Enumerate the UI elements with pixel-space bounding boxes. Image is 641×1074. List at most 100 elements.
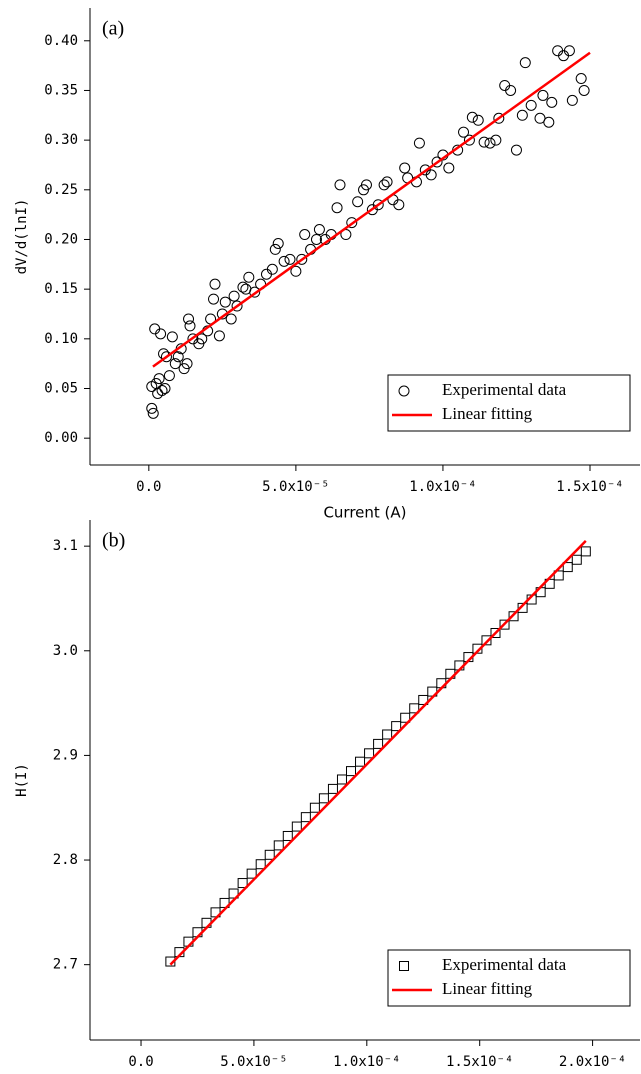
data-point — [336, 774, 347, 785]
data-point — [552, 45, 564, 57]
data-point — [237, 878, 248, 889]
x-tick-label: 1.0x10⁻⁴ — [333, 1054, 400, 1070]
data-point — [508, 611, 519, 622]
data-point — [553, 570, 564, 581]
data-point — [413, 137, 425, 149]
data-point — [409, 703, 420, 714]
data-point — [153, 373, 165, 385]
data-point — [563, 45, 575, 57]
data-point — [149, 323, 161, 335]
data-point — [278, 255, 290, 267]
legend-marker — [398, 385, 410, 397]
data-point — [159, 383, 171, 395]
data-point — [309, 802, 320, 813]
legend-marker — [399, 961, 409, 971]
data-point — [331, 202, 343, 214]
data-point — [228, 888, 239, 899]
data-point — [313, 224, 325, 236]
data-point — [249, 286, 261, 298]
data-point — [364, 748, 375, 759]
data-point — [490, 627, 501, 638]
data-point — [381, 176, 393, 188]
data-point — [255, 859, 266, 870]
data-point — [146, 402, 158, 414]
legend-box — [387, 949, 631, 1007]
data-point — [478, 136, 490, 148]
data-point — [543, 116, 555, 128]
data-point — [264, 849, 275, 860]
data-point — [391, 721, 402, 732]
data-point — [534, 112, 546, 124]
y-tick-label: 2.8 — [53, 852, 78, 868]
y-tick-label: 0.00 — [44, 430, 78, 446]
data-point — [400, 712, 411, 723]
data-point — [458, 126, 470, 138]
y-tick-label: 0.40 — [44, 33, 78, 49]
data-point — [510, 144, 522, 156]
x-tick-label: 1.0x10⁻⁴ — [409, 479, 476, 495]
y-tick-label: 0.05 — [44, 381, 78, 397]
data-point — [163, 370, 175, 382]
data-point — [237, 281, 249, 293]
data-point — [219, 897, 230, 908]
data-point — [260, 268, 272, 280]
panel-label: (b) — [102, 530, 125, 552]
data-point — [318, 793, 329, 804]
data-point — [378, 179, 390, 191]
data-point — [399, 162, 411, 174]
data-point — [327, 783, 338, 794]
fit-line — [152, 51, 591, 368]
data-point — [575, 73, 587, 85]
y-tick-label: 0.35 — [44, 82, 78, 98]
data-point — [355, 756, 366, 767]
data-point — [156, 384, 168, 396]
y-tick-label: 0.15 — [44, 281, 78, 297]
data-point — [243, 271, 255, 283]
data-point — [160, 351, 172, 363]
x-tick-label: 5.0x10⁻⁵ — [262, 479, 329, 495]
data-point — [231, 300, 243, 312]
data-point — [360, 179, 372, 191]
data-point — [155, 328, 167, 340]
x-tick-label: 2.0x10⁻⁴ — [559, 1054, 626, 1070]
data-point — [571, 554, 582, 565]
data-point — [418, 694, 429, 705]
data-point — [481, 635, 492, 646]
data-point — [484, 137, 496, 149]
y-tick-label: 0.10 — [44, 331, 78, 347]
data-point — [300, 812, 311, 823]
x-tick-label: 0.0 — [128, 1054, 153, 1070]
data-point — [147, 407, 159, 419]
data-point — [425, 169, 437, 181]
data-point — [472, 114, 484, 126]
data-point — [546, 96, 558, 108]
data-point — [219, 296, 231, 308]
data-point — [208, 293, 220, 305]
legend-label: Linear fitting — [442, 404, 533, 423]
data-point — [284, 253, 296, 265]
fit-line — [169, 540, 587, 966]
data-point — [296, 253, 308, 265]
y-tick-label: 3.0 — [53, 643, 78, 659]
data-point — [291, 821, 302, 832]
data-point — [169, 358, 181, 370]
data-point — [346, 766, 357, 777]
y-tick-label: 2.7 — [53, 957, 78, 973]
data-point — [310, 233, 322, 245]
x-tick-label: 1.5x10⁻⁴ — [446, 1054, 513, 1070]
x-tick-label: 1.5x10⁻⁴ — [556, 479, 623, 495]
x-tick-label: 5.0x10⁻⁵ — [220, 1054, 287, 1070]
y-tick-label: 2.9 — [53, 747, 78, 763]
y-axis-title: H(I) — [14, 763, 30, 797]
data-point — [352, 196, 364, 208]
data-point — [299, 229, 311, 241]
data-point — [181, 358, 193, 370]
data-point — [266, 263, 278, 275]
data-point — [466, 111, 478, 123]
data-point — [519, 57, 531, 69]
data-point — [172, 351, 184, 363]
panel-label: (a) — [102, 18, 124, 40]
data-point — [525, 99, 537, 111]
legend-box — [387, 374, 631, 432]
